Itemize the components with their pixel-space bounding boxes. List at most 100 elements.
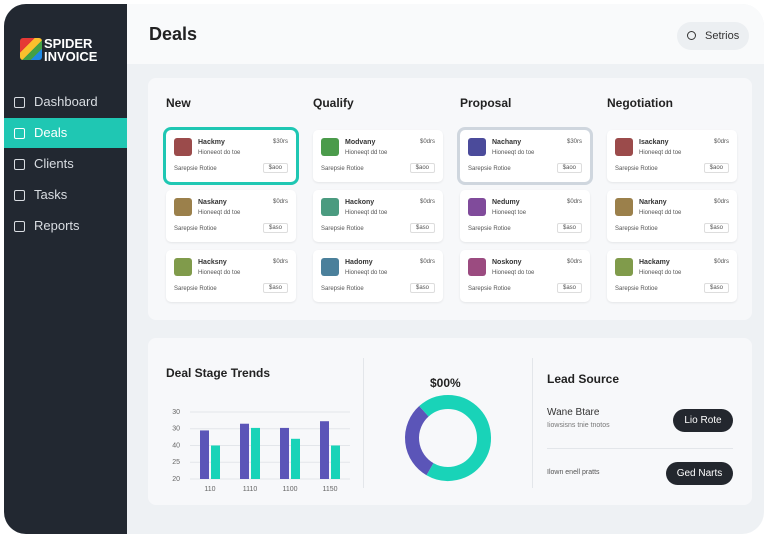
deal-amount: $0drs — [419, 199, 435, 205]
donut-title: $00% — [430, 376, 461, 390]
bar — [280, 427, 289, 479]
deal-card[interactable]: Naskany $0drs Hioneeqt dd toe Sarepsie Roti… — [166, 190, 296, 242]
deal-footer: Sarepsie Rotioe — [468, 226, 511, 232]
deal-amount: $0drs — [272, 259, 288, 265]
deal-name: Noskony — [492, 259, 522, 266]
bar — [331, 445, 340, 479]
deal-name: Hackmy — [198, 139, 225, 146]
deal-tag: $aso — [703, 223, 729, 233]
lead-button[interactable]: Ged Narts — [666, 462, 733, 485]
y-tick-label: 20 — [172, 476, 180, 483]
deal-subtitle: Hioneeqt do toe — [639, 270, 682, 276]
deal-tag: $aoo — [556, 163, 582, 173]
deal-card[interactable]: Isackany $0drs Hioneeqt dd toe Sarepsie Rot… — [607, 130, 737, 182]
deal-tag: $aso — [409, 223, 435, 233]
column-title: Proposal — [460, 96, 512, 110]
deal-card[interactable]: Modvany $0drs Hioneeqt dd toe Sarepsie Roti… — [313, 130, 443, 182]
nav-icon — [14, 190, 25, 201]
deal-card[interactable]: Nachany $30rs Hioneeqt do toe Sarepsie Roti… — [460, 130, 590, 182]
donut-segment — [405, 406, 434, 476]
x-tick-label: 1100 — [282, 486, 297, 493]
deal-subtitle: Hioneeqt toe — [492, 210, 527, 216]
deal-amount: $0drs — [419, 139, 435, 145]
deal-tag: $aoo — [703, 163, 729, 173]
deal-tag: $aso — [262, 223, 288, 233]
bar — [251, 427, 260, 479]
deal-name: Hadomy — [345, 259, 373, 266]
app: SPIDER INVOICE Dashboard Deals Clients Task… — [4, 4, 764, 534]
deal-card[interactable]: Nedumy $0drs Hioneeqt toe Sarepsie Rotioe $a… — [460, 190, 590, 242]
deal-name: Hackony — [345, 199, 375, 206]
logo-line: SPIDER — [44, 36, 93, 51]
deal-subtitle: Hioneeqt dd toe — [345, 210, 388, 216]
bar — [291, 438, 300, 479]
bar — [240, 423, 249, 479]
nav-icon — [14, 159, 25, 170]
lead-item-text: Ilown enell pratts — [547, 469, 600, 476]
deal-card[interactable]: Hackamy $0drs Hioneeqt do toe Sarepsie Roti… — [607, 250, 737, 302]
nav-item[interactable]: Dashboard — [4, 87, 127, 117]
header: Deals Setrios — [127, 4, 764, 64]
deal-name: Hackamy — [639, 259, 670, 266]
avatar — [321, 138, 339, 156]
x-tick-label: 1150 — [322, 486, 337, 493]
deal-subtitle: Hioneeqt dd toe — [639, 210, 682, 216]
deal-footer: Sarepsie Rotioe — [321, 166, 364, 172]
nav-item[interactable]: Reports — [4, 211, 127, 241]
avatar — [321, 198, 339, 216]
deal-amount: $30rs — [566, 139, 582, 145]
avatar — [615, 258, 633, 276]
deal-amount: $0drs — [419, 259, 435, 265]
avatar — [615, 198, 633, 216]
deal-footer: Sarepsie Rotioe — [615, 286, 658, 292]
donut-segment — [419, 395, 491, 481]
sidebar: SPIDER INVOICE Dashboard Deals Clients Task… — [4, 4, 127, 534]
deal-footer: Sarepsie Rotioe — [174, 286, 217, 292]
deal-card[interactable]: Hacksny $0drs Hioneeqt do toe Sarepsie Roti… — [166, 250, 296, 302]
deal-card[interactable]: Hadomy $0drs Hioneeqt do toe Sarepsie Rotio… — [313, 250, 443, 302]
lead-item-title: Wane Btare — [547, 407, 600, 418]
deal-footer: Sarepsie Rotioe — [321, 286, 364, 292]
deal-name: Nachany — [492, 139, 522, 146]
divider — [363, 358, 364, 488]
x-tick-label: 1110 — [243, 486, 258, 493]
deal-name: Modvany — [345, 139, 376, 146]
avatar — [615, 138, 633, 156]
deal-subtitle: Hioneeqt dd toe — [345, 150, 388, 156]
donut-chart — [405, 395, 491, 481]
deal-tag: $aso — [703, 283, 729, 293]
deal-amount: $0drs — [566, 259, 582, 265]
deal-amount: $0drs — [272, 199, 288, 205]
deal-name: Narkany — [639, 199, 667, 206]
avatar — [468, 198, 486, 216]
logo-mark — [20, 38, 42, 60]
deal-footer: Sarepsie Rotioe — [174, 166, 217, 172]
nav-item[interactable]: Deals — [4, 118, 127, 148]
deal-card[interactable]: Hackmy $30rs Hioneeot do toe Sarepsie Rotio… — [166, 130, 296, 182]
deal-subtitle: Hioneeqt do toe — [492, 150, 535, 156]
deal-footer: Sarepsie Rotioe — [468, 166, 511, 172]
nav-item[interactable]: Clients — [4, 149, 127, 179]
deal-card[interactable]: Hackony $0drs Hioneeqt dd toe Sarepsie Roti… — [313, 190, 443, 242]
deal-tag: $aoo — [409, 163, 435, 173]
deal-amount: $0drs — [713, 199, 729, 205]
bar — [200, 430, 209, 479]
logo-text: SPIDER INVOICE — [44, 37, 97, 63]
nav-item[interactable]: Tasks — [4, 180, 127, 210]
deal-footer: Sarepsie Rotioe — [174, 226, 217, 232]
logo-line: INVOICE — [44, 49, 98, 64]
chart-title: Deal Stage Trends — [166, 366, 271, 380]
bar-chart: 20 25 40 30 30 110 1110 1100 1150 — [172, 409, 350, 493]
deal-tag: $aoo — [262, 163, 288, 173]
y-tick-label: 30 — [172, 426, 180, 433]
lead-button[interactable]: Lio Rote — [673, 409, 733, 432]
deal-card[interactable]: Narkany $0drs Hioneeqt dd toe Sarepsie Roti… — [607, 190, 737, 242]
deal-card[interactable]: Noskony $0drs Hioneeqt do toe Sarepsie Roti… — [460, 250, 590, 302]
deal-footer: Sarepsie Rotioe — [321, 226, 364, 232]
lead-item-text: Iiowsisns tnie tnotos — [547, 422, 610, 429]
deal-name: Nedumy — [492, 199, 520, 206]
avatar — [174, 138, 192, 156]
y-tick-label: 25 — [172, 459, 180, 466]
nav-icon — [14, 97, 25, 108]
